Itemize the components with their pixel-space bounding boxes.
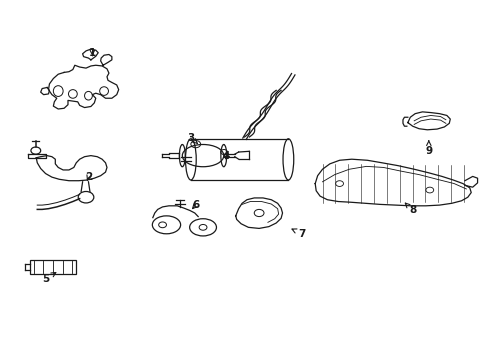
Text: 4: 4 [222, 150, 229, 161]
Text: 5: 5 [42, 273, 56, 284]
Text: 8: 8 [405, 203, 415, 216]
Text: 7: 7 [291, 229, 305, 239]
Text: 1: 1 [88, 48, 96, 58]
Bar [30, 260, 76, 274]
Text: 2: 2 [84, 172, 92, 182]
Text: 9: 9 [425, 141, 431, 156]
Text: 6: 6 [192, 200, 199, 210]
Text: 3: 3 [187, 133, 197, 144]
